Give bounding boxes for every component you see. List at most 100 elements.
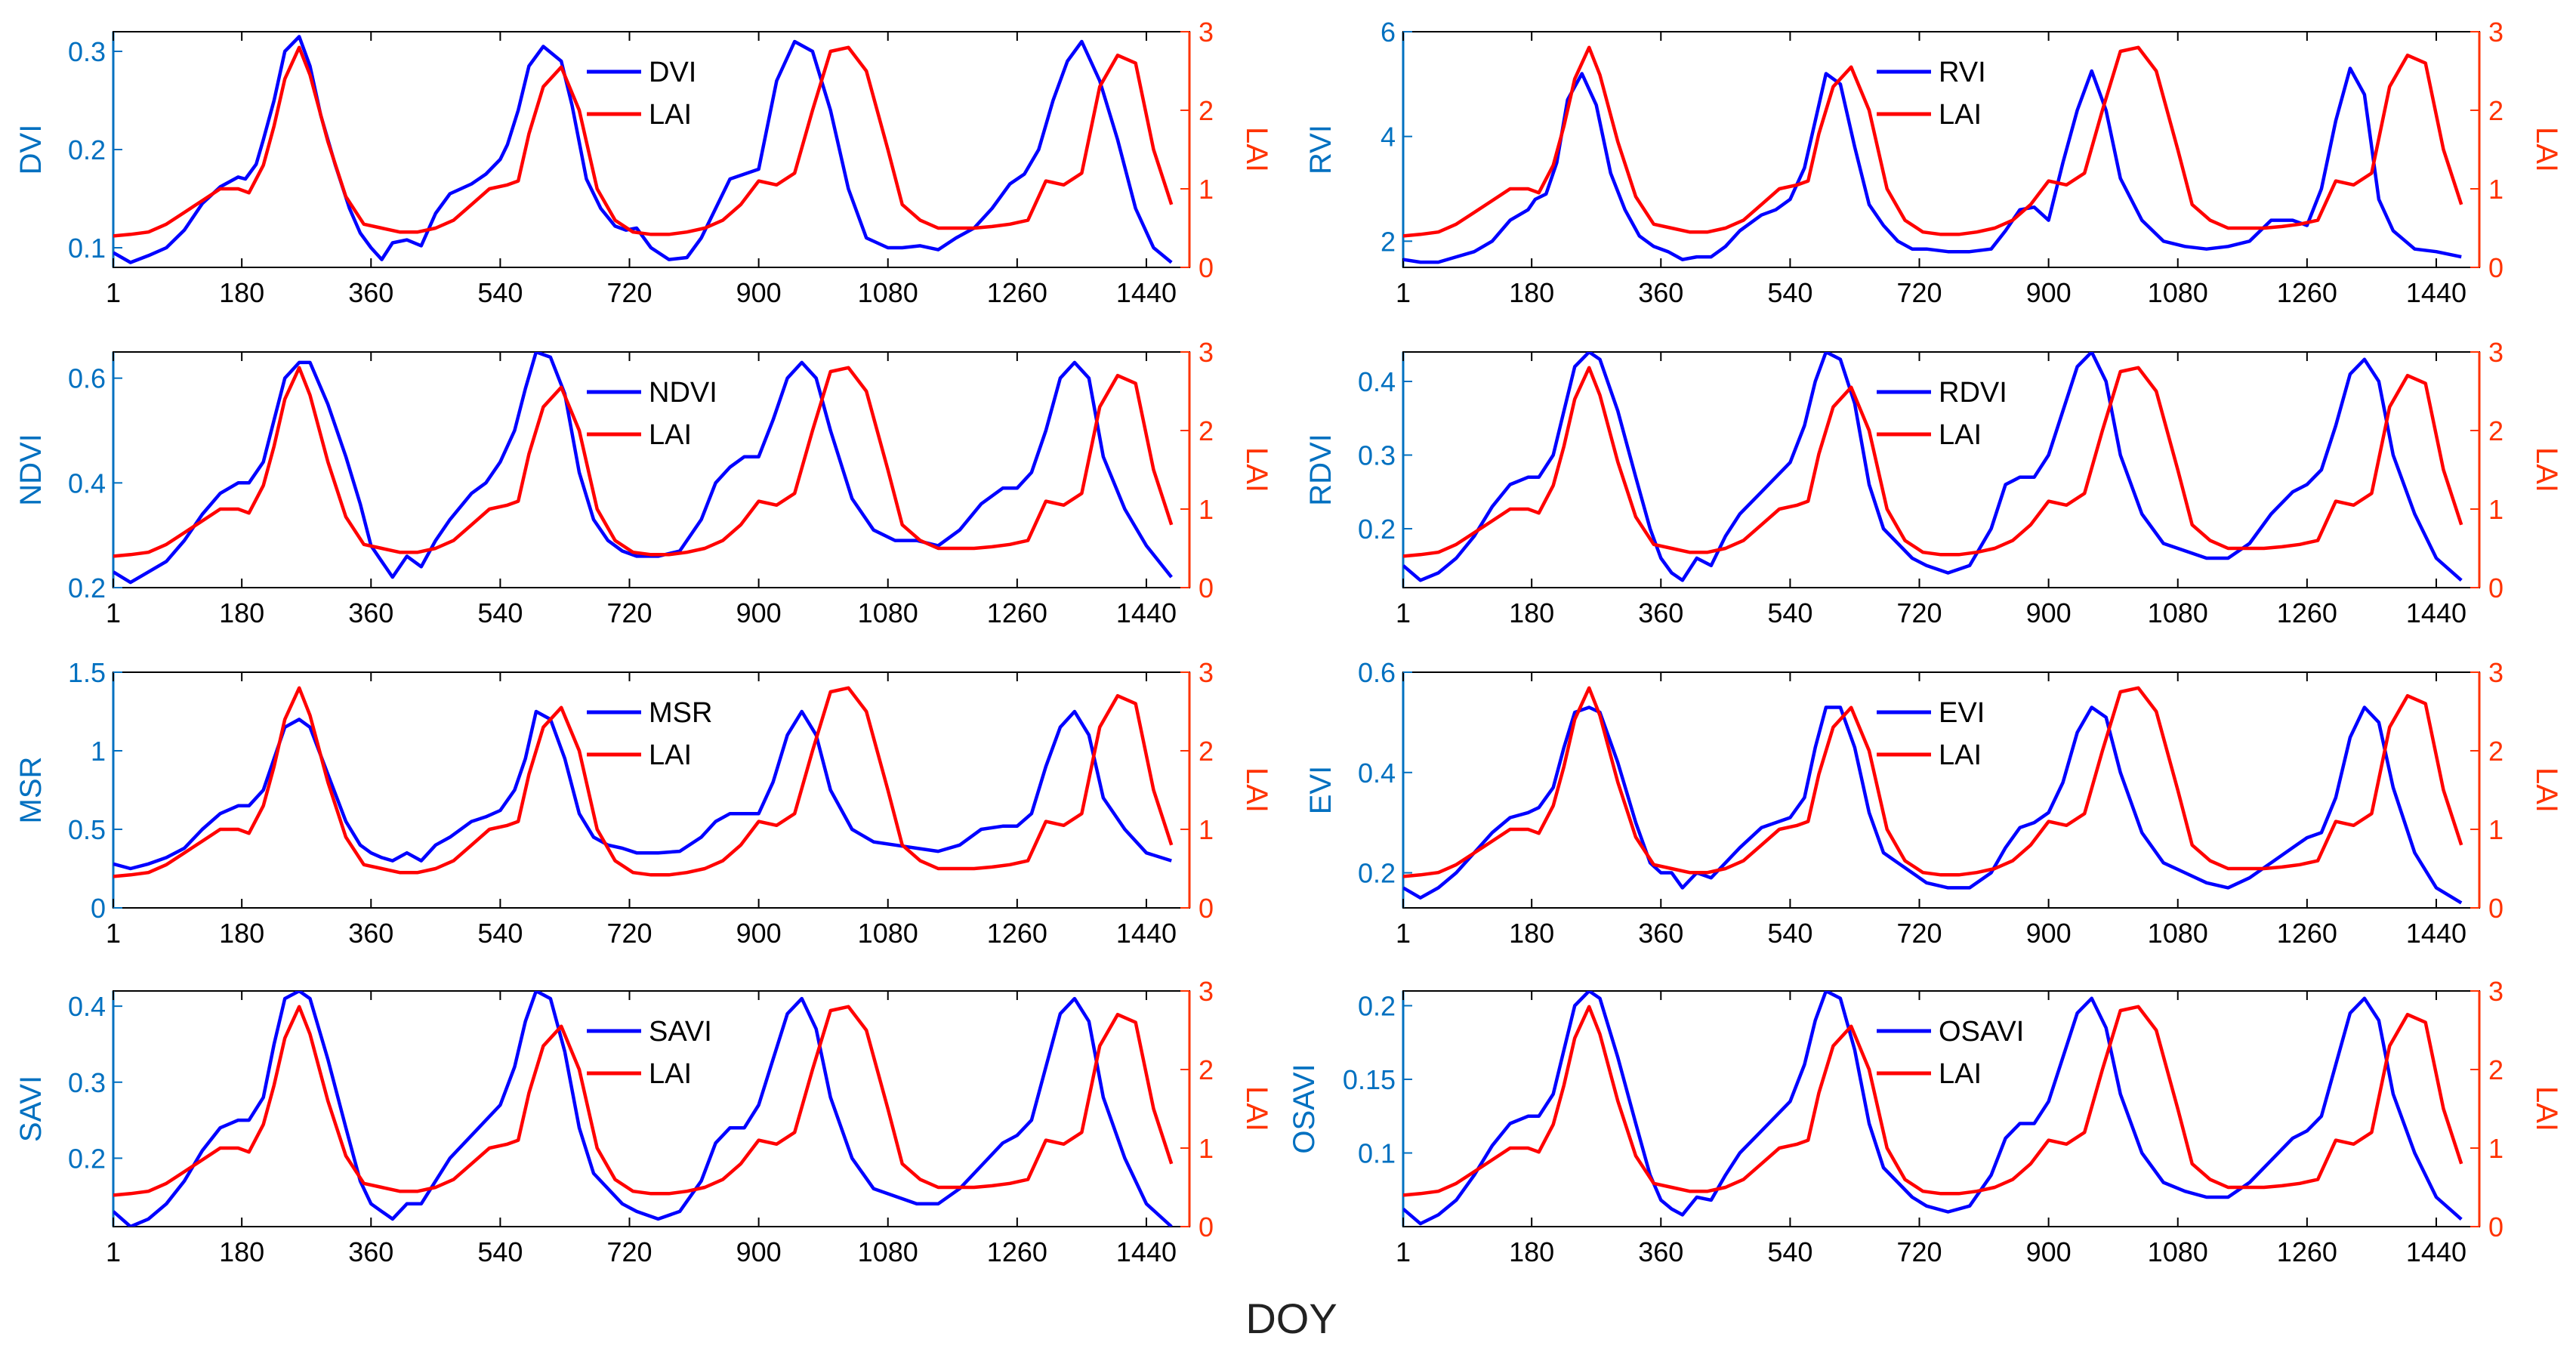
- y2-tick-label: 1: [2488, 494, 2504, 525]
- x-tick-label: 1440: [2406, 1236, 2466, 1267]
- legend: EVI LAI: [1877, 697, 1985, 771]
- legend-label: LAI: [649, 419, 692, 451]
- x-tick-label: 180: [219, 918, 264, 949]
- figure-xlabel: DOY: [1245, 1295, 1337, 1342]
- y-tick-label: 0.3: [1358, 440, 1396, 471]
- x-tick-label: 1260: [987, 277, 1047, 308]
- y-tick-label: 0.3: [68, 1067, 106, 1098]
- x-tick-label: 180: [1509, 918, 1554, 949]
- legend: NDVI LAI: [587, 377, 717, 451]
- y-tick-label: 0.1: [1358, 1138, 1396, 1169]
- legend: RVI LAI: [1877, 57, 1986, 131]
- y2-tick-label: 3: [1199, 657, 1214, 688]
- x-tick-label: 540: [1767, 597, 1812, 628]
- legend-label: LAI: [1939, 99, 1982, 131]
- y-tick-label: 6: [1381, 17, 1396, 48]
- x-tick-label: 1: [106, 277, 121, 308]
- y2-axis-label: LAI: [1240, 127, 1273, 172]
- x-tick-label: 1440: [1116, 277, 1177, 308]
- series-line-osavi: [1403, 991, 2463, 1226]
- x-tick-label: 540: [477, 277, 523, 308]
- y2-tick-label: 3: [2488, 17, 2504, 48]
- x-tick-label: 540: [1767, 277, 1812, 308]
- y-tick-label: 1.5: [68, 657, 106, 688]
- y-axis-label: NDVI: [14, 434, 48, 506]
- y2-tick-label: 1: [1199, 814, 1214, 845]
- y2-tick-label: 2: [1199, 1054, 1214, 1085]
- x-tick-label: 1: [1396, 277, 1411, 308]
- legend-label: SAVI: [649, 1016, 712, 1048]
- x-tick-label: 180: [219, 1236, 264, 1267]
- x-tick-label: 900: [2026, 918, 2072, 949]
- y-tick-label: 0.2: [1358, 858, 1396, 889]
- x-tick-label: 1080: [858, 277, 918, 308]
- y2-tick-label: 1: [1199, 494, 1214, 525]
- y2-tick-label: 2: [1199, 736, 1214, 767]
- y2-tick-label: 0: [2488, 1212, 2504, 1242]
- x-tick-label: 540: [477, 918, 523, 949]
- y2-tick-label: 1: [2488, 1133, 2504, 1164]
- series-line-lai: [113, 366, 1174, 558]
- x-tick-label: 900: [2026, 1236, 2072, 1267]
- y2-tick-label: 3: [1199, 976, 1214, 1007]
- y2-tick-label: 1: [1199, 1133, 1214, 1164]
- chart-panel-savi: 1 180 360 540 720 900 1080 1260 1440 0.2 0.3 0.4 0 1 2…: [14, 976, 1273, 1267]
- legend-label: LAI: [649, 739, 692, 771]
- x-tick-label: 1: [106, 918, 121, 949]
- legend: MSR LAI: [587, 697, 712, 771]
- y2-tick-label: 1: [1199, 174, 1214, 205]
- y2-tick-label: 0: [2488, 252, 2504, 283]
- x-tick-label: 1260: [987, 918, 1047, 949]
- chart-panel-osavi: 1 180 360 540 720 900 1080 1260 1440 0.1 0.15 0.2 0 1…: [1288, 976, 2563, 1267]
- y2-tick-label: 0: [1199, 573, 1214, 603]
- y-tick-label: 1: [91, 736, 106, 767]
- x-tick-label: 360: [348, 918, 393, 949]
- legend: SAVI LAI: [587, 1016, 712, 1090]
- series-line-lai: [1403, 1005, 2463, 1197]
- x-tick-label: 1080: [858, 918, 918, 949]
- legend: DVI LAI: [587, 57, 696, 131]
- y-tick-label: 0.4: [68, 991, 106, 1022]
- legend-label: LAI: [1939, 739, 1982, 771]
- chart-panel-ndvi: 1 180 360 540 720 900 1080 1260 1440 0.2 0.4 0.6 0 1 2…: [14, 337, 1273, 628]
- series-line-dvi: [113, 35, 1173, 264]
- x-tick-label: 1080: [858, 1236, 918, 1267]
- x-tick-label: 180: [219, 277, 264, 308]
- x-tick-label: 360: [348, 597, 393, 628]
- y-tick-label: 0.4: [1358, 366, 1396, 397]
- chart-panel-rdvi: 1 180 360 540 720 900 1080 1260 1440 0.2 0.3 0.4 0 1 2…: [1304, 337, 2563, 628]
- y-axis-label: RDVI: [1304, 434, 1337, 506]
- y-tick-label: 0.2: [1358, 991, 1396, 1022]
- x-tick-label: 1260: [2277, 1236, 2337, 1267]
- legend-label: EVI: [1939, 697, 1985, 729]
- y2-axis-label: LAI: [2530, 1086, 2563, 1131]
- series-line-lai: [1403, 366, 2463, 558]
- y-axis-label: SAVI: [14, 1076, 48, 1142]
- x-tick-label: 900: [736, 1236, 782, 1267]
- y-tick-label: 2: [1381, 226, 1396, 257]
- y-tick-label: 0.2: [1358, 514, 1396, 545]
- x-tick-label: 1260: [2277, 597, 2337, 628]
- series-line-ndvi: [113, 352, 1173, 585]
- legend-label: LAI: [1939, 1058, 1982, 1090]
- x-tick-label: 1080: [858, 597, 918, 628]
- y2-tick-label: 3: [1199, 337, 1214, 368]
- y2-tick-label: 1: [2488, 814, 2504, 845]
- legend-label: RDVI: [1939, 377, 2007, 409]
- x-tick-label: 1260: [2277, 918, 2337, 949]
- legend-label: LAI: [649, 1058, 692, 1090]
- series-line-lai: [113, 45, 1174, 238]
- x-tick-label: 180: [1509, 1236, 1554, 1267]
- y-axis-label: EVI: [1304, 766, 1337, 814]
- x-tick-label: 1080: [2148, 1236, 2208, 1267]
- legend-label: OSAVI: [1939, 1016, 2024, 1048]
- chart-panel-msr: 1 180 360 540 720 900 1080 1260 144000.511.50123…: [14, 657, 1273, 949]
- legend: RDVI LAI: [1877, 377, 2007, 451]
- x-tick-label: 720: [606, 1236, 652, 1267]
- y2-tick-label: 2: [2488, 1054, 2504, 1085]
- y-tick-label: 4: [1381, 122, 1396, 153]
- series-line-evi: [1403, 705, 2463, 905]
- y-axis-label: OSAVI: [1288, 1063, 1321, 1153]
- x-tick-label: 1440: [2406, 277, 2466, 308]
